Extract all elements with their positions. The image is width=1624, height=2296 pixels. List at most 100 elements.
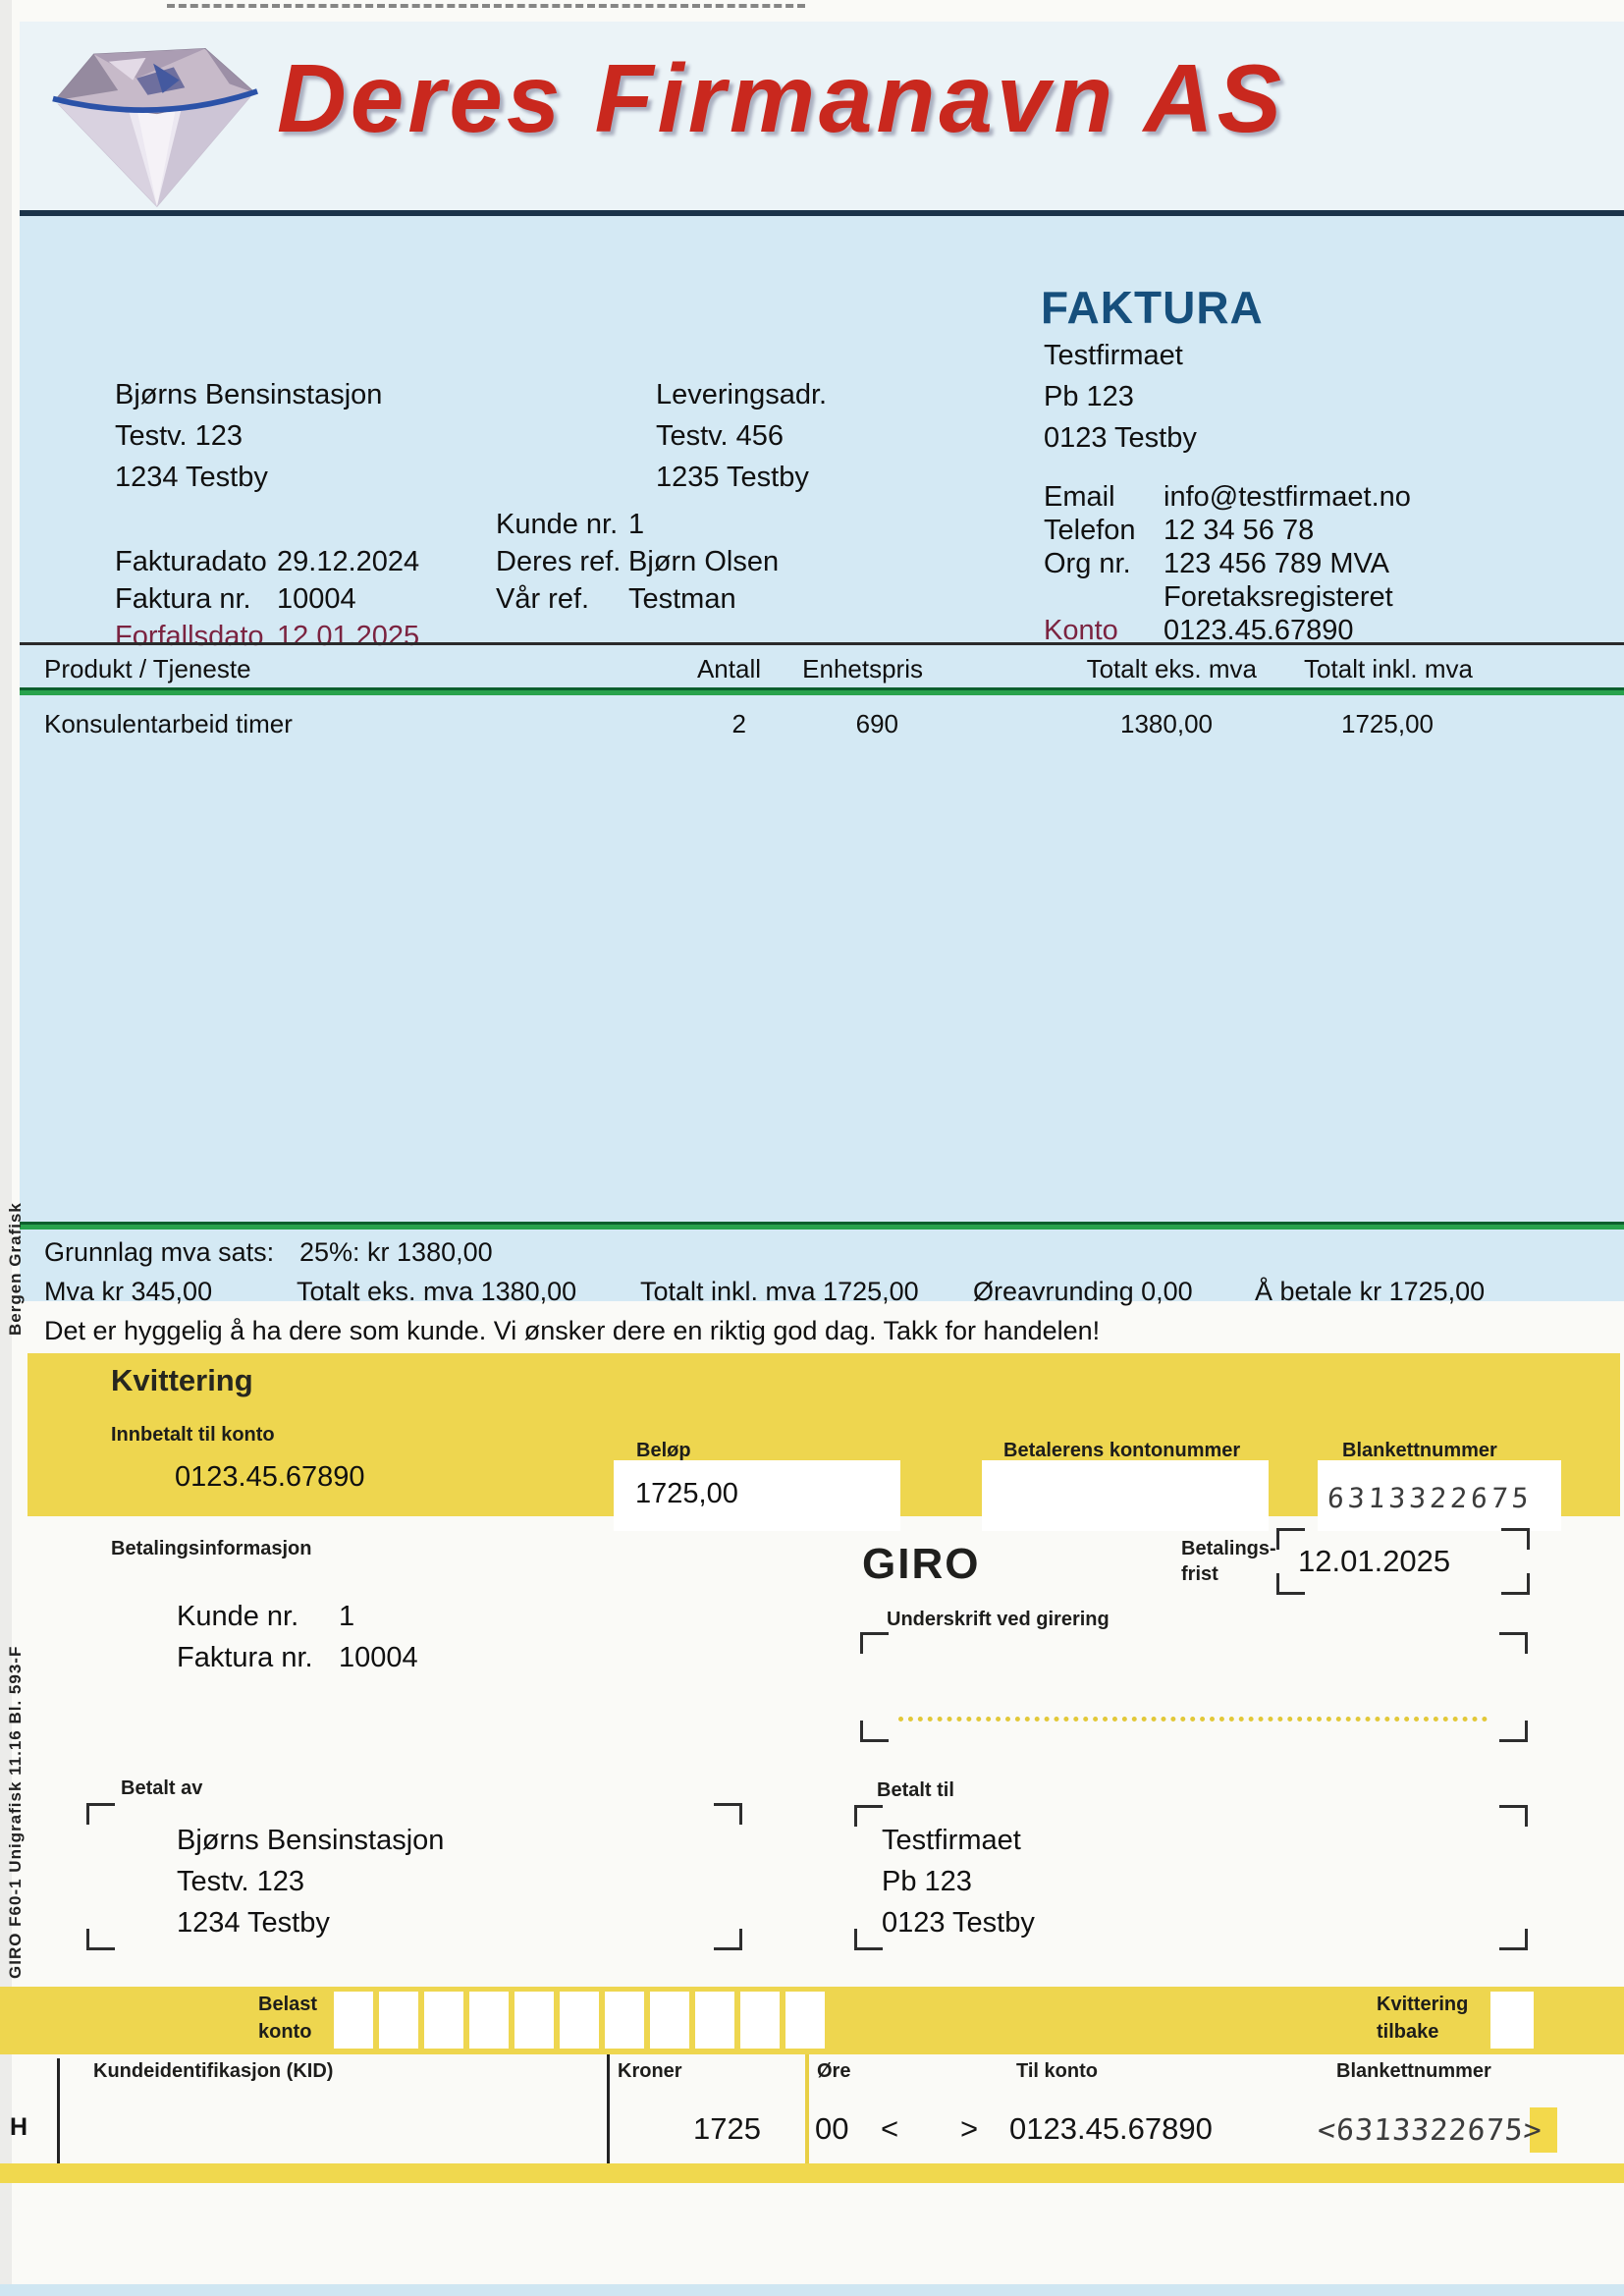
- kroner-label: Kroner: [618, 2060, 682, 2082]
- delivery-label: Leveringsadr.: [656, 379, 828, 410]
- kid-label: Kundeidentifikasjon (KID): [93, 2060, 334, 2082]
- debit-account-box[interactable]: [514, 1992, 554, 2049]
- invoice-date-label: Fakturadato: [115, 546, 267, 577]
- row-unit-price: 690: [855, 709, 898, 738]
- invoice-no-value: 10004: [277, 583, 356, 615]
- issuer-name: Testfirmaet: [1044, 340, 1183, 371]
- debit-account-box[interactable]: [560, 1992, 599, 2049]
- receipt-form-number-label: Blankettnummer: [1342, 1440, 1497, 1461]
- to-account-label: Til konto: [1016, 2060, 1098, 2082]
- kid-right-rule: [607, 2054, 610, 2163]
- vat-basis-value: 25%: kr 1380,00: [299, 1237, 493, 1267]
- table-header-unit-price: Enhetspris: [802, 654, 923, 683]
- signature-dotted-line: [898, 1717, 1488, 1722]
- giro-customer-label: Kunde nr.: [177, 1601, 299, 1632]
- giro-title: GIRO: [862, 1540, 981, 1588]
- table-top-rule: [20, 642, 1624, 645]
- corner-mark: [854, 1805, 883, 1827]
- debit-account-box[interactable]: [605, 1992, 644, 2049]
- debit-label-line2: konto: [258, 2021, 312, 2043]
- corner-mark: [86, 1929, 115, 1950]
- debit-account-box[interactable]: [695, 1992, 734, 2049]
- debit-account-box[interactable]: [469, 1992, 509, 2049]
- h-mark: H: [10, 2113, 28, 2141]
- form-number-label: Blankettnummer: [1336, 2060, 1491, 2082]
- debit-account-box[interactable]: [650, 1992, 689, 2049]
- row-total-ex-vat: 1380,00: [1120, 709, 1213, 738]
- header-band: [20, 22, 1624, 212]
- greater-than-mark: >: [960, 2111, 979, 2146]
- receipt-back-box[interactable]: [1490, 1992, 1534, 2049]
- delivery-line1: Testv. 456: [656, 420, 785, 452]
- corner-mark: [1501, 1573, 1530, 1595]
- table-header-qty: Antall: [696, 654, 761, 683]
- printer-mark-bottom: GIRO F60-1 Unigrafisk 11.16 Bl. 593-F: [6, 1645, 25, 1979]
- due-label-line1: Betalings-: [1181, 1538, 1276, 1559]
- giro-invoice-label: Faktura nr.: [177, 1642, 313, 1673]
- receipt-account-value: 0123.45.67890: [175, 1461, 365, 1493]
- corner-mark: [854, 1929, 883, 1950]
- customer-name: Bjørns Bensinstasjon: [115, 379, 383, 410]
- corner-mark: [1501, 1528, 1530, 1550]
- receipt-amount-field[interactable]: 1725,00: [614, 1460, 900, 1531]
- payer-account-field[interactable]: [982, 1460, 1269, 1531]
- kid-left-rule: [57, 2058, 60, 2163]
- corner-mark: [860, 1721, 889, 1742]
- paid-to-line1: Pb 123: [882, 1866, 972, 1897]
- thank-you-note: Det er hyggelig å ha dere som kunde. Vi …: [44, 1316, 1101, 1345]
- contact-email-value: info@testfirmaet.no: [1164, 481, 1411, 513]
- issuer-line2: 0123 Testby: [1044, 422, 1197, 454]
- corner-mark: [1499, 1929, 1528, 1950]
- rounding: Øreavrunding 0,00: [973, 1277, 1193, 1306]
- receipt-form-number-field[interactable]: 6313322675: [1318, 1460, 1561, 1531]
- diamond-gem-icon: [52, 47, 258, 207]
- debit-account-box[interactable]: [740, 1992, 780, 2049]
- to-account-value: 0123.45.67890: [1009, 2111, 1213, 2146]
- corner-mark: [860, 1632, 889, 1654]
- giro-customer-value: 1: [339, 1601, 355, 1632]
- vat-basis-label: Grunnlag mva sats:: [44, 1237, 275, 1267]
- ore-value: 00: [815, 2111, 849, 2146]
- header-rule: [20, 210, 1624, 216]
- corner-mark: [1499, 1721, 1528, 1742]
- paid-by-area: [86, 1803, 742, 1950]
- paid-to-label: Betalt til: [877, 1779, 954, 1801]
- customer-no-label: Kunde nr.: [496, 509, 619, 540]
- receipt-title: Kvittering: [111, 1363, 253, 1397]
- total-inc-vat: Totalt inkl. mva 1725,00: [640, 1277, 919, 1306]
- corner-mark: [1499, 1632, 1528, 1654]
- their-ref-value: Bjørn Olsen: [628, 546, 780, 577]
- due-date-field[interactable]: 12.01.2025: [1276, 1528, 1530, 1595]
- form-number-highlight: [1530, 2107, 1557, 2153]
- contact-orgnr-value: 123 456 789 MVA: [1164, 548, 1390, 579]
- due-date-value: 12.01.2025: [277, 621, 420, 652]
- table-header-rule: [20, 687, 1624, 695]
- debit-label-line1: Belast: [258, 1994, 318, 2015]
- debit-account-box[interactable]: [334, 1992, 373, 2049]
- debit-account-box[interactable]: [379, 1992, 418, 2049]
- debit-account-box[interactable]: [785, 1992, 825, 2049]
- our-ref-value: Testman: [628, 583, 736, 615]
- contact-orgnr-label: Org nr.: [1044, 548, 1131, 579]
- amount-to-pay: Å betale kr 1725,00: [1255, 1277, 1486, 1306]
- receipt-account-label: Innbetalt til konto: [111, 1424, 275, 1446]
- paid-by-name: Bjørns Bensinstasjon: [177, 1825, 445, 1856]
- due-date-value: 12.01.2025: [1298, 1544, 1451, 1578]
- kid-field[interactable]: [64, 2092, 604, 2160]
- totals-rule: [20, 1222, 1624, 1230]
- payment-info-label: Betalingsinformasjon: [111, 1538, 312, 1559]
- paid-to-line2: 0123 Testby: [882, 1907, 1035, 1939]
- printer-mark-top: Bergen Grafisk: [6, 1202, 25, 1336]
- delivery-line2: 1235 Testby: [656, 462, 809, 493]
- receipt-form-number-value: 6313322675: [1326, 1482, 1534, 1514]
- table-header-product: Produkt / Tjeneste: [44, 654, 251, 683]
- debit-account-box[interactable]: [424, 1992, 463, 2049]
- corner-mark: [86, 1803, 115, 1825]
- row-qty: 2: [731, 709, 746, 738]
- less-than-mark: <: [881, 2111, 899, 2146]
- invoice-date-value: 29.12.2024: [277, 546, 420, 577]
- invoice-body-background: [20, 216, 1624, 1301]
- signature-area[interactable]: [860, 1632, 1528, 1742]
- payer-account-label: Betalerens kontonummer: [1003, 1440, 1241, 1461]
- contact-registry-value: Foretaksregisteret: [1164, 581, 1393, 613]
